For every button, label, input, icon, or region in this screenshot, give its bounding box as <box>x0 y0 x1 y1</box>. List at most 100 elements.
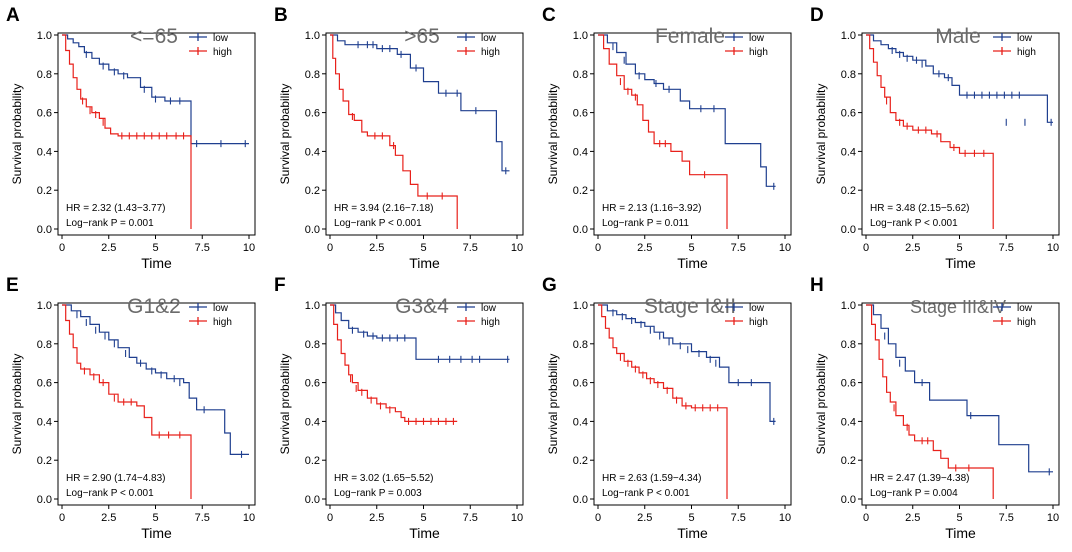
panel-e: 0.0 0.2 0.4 0.6 0.8 1.0 0 2.5 5 7.5 10 Time Survival… <box>6 275 256 541</box>
x-tick-label: 2.5 <box>101 242 116 254</box>
legend-label-high: high <box>481 317 500 328</box>
km-curve-high <box>330 34 458 229</box>
y-axis-label: Survival probability <box>278 84 292 185</box>
panel-c: 0.0 0.2 0.4 0.6 0.8 1.0 0 2.5 5 7.5 10 Time Survival… <box>542 5 792 271</box>
y-axis-label: Survival probability <box>814 84 828 185</box>
y-tick-label: 0.0 <box>573 494 588 506</box>
y-tick-label: 1.0 <box>841 30 856 42</box>
y-axis-label: Survival probability <box>10 354 24 455</box>
panel-letter: B <box>274 5 288 26</box>
x-tick-label: 7.5 <box>195 242 210 254</box>
legend-label-low: low <box>481 303 497 314</box>
panel-letter: H <box>810 275 824 296</box>
y-tick-label: 0.8 <box>573 69 588 81</box>
plot-frame <box>325 32 524 236</box>
x-tick-label: 5 <box>152 512 158 524</box>
km-curve-high <box>598 34 728 229</box>
y-tick-label: 0.8 <box>573 339 588 351</box>
x-tick-label: 5 <box>420 242 426 254</box>
x-tick-label: 2.5 <box>637 512 652 524</box>
km-curve-high <box>866 34 994 229</box>
x-tick-label: 7.5 <box>999 512 1014 524</box>
panel-f: 0.0 0.2 0.4 0.6 0.8 1.0 0 2.5 5 7.5 10 Time Survival… <box>274 275 524 541</box>
panel-b: 0.0 0.2 0.4 0.6 0.8 1.0 0 2.5 5 7.5 10 Time Survival… <box>274 5 524 271</box>
y-tick-label: 0.2 <box>305 455 320 467</box>
legend-label-high: high <box>213 317 232 328</box>
panel-letter: C <box>542 5 556 26</box>
hazard-ratio-text: HR = 2.47 (1.39−4.38) <box>870 473 970 484</box>
x-tick-label: 7.5 <box>731 512 746 524</box>
x-tick-label: 10 <box>243 512 255 524</box>
legend-label-low: low <box>1017 303 1033 314</box>
y-tick-label: 0.0 <box>37 224 52 236</box>
x-tick-label: 2.5 <box>101 512 116 524</box>
panel-letter: G <box>542 275 557 296</box>
x-tick-label: 10 <box>1047 242 1059 254</box>
plot-frame <box>57 302 256 506</box>
x-tick-label: 0 <box>327 512 333 524</box>
x-tick-label: 2.5 <box>369 512 384 524</box>
y-tick-label: 0.0 <box>305 224 320 236</box>
x-tick-label: 10 <box>511 512 523 524</box>
plot-frame <box>861 302 1060 506</box>
y-tick-label: 0.8 <box>37 339 52 351</box>
legend-label-low: low <box>213 303 229 314</box>
km-curve-low <box>330 34 510 172</box>
x-tick-label: 0 <box>595 242 601 254</box>
legend-label-high: high <box>1017 47 1036 58</box>
y-tick-label: 0.2 <box>841 185 856 197</box>
y-tick-label: 0.6 <box>305 108 320 120</box>
km-curve-low <box>598 34 776 187</box>
x-axis-label: Time <box>409 255 440 271</box>
y-tick-label: 0.2 <box>305 185 320 197</box>
panel-subtitle: >65 <box>404 25 440 48</box>
km-curve-low <box>330 304 510 360</box>
y-tick-label: 0.2 <box>841 455 856 467</box>
legend-label-low: low <box>213 33 229 44</box>
y-tick-label: 0.6 <box>37 108 52 120</box>
y-tick-label: 0.4 <box>841 416 856 428</box>
x-tick-label: 10 <box>779 512 791 524</box>
plot-frame <box>593 302 792 506</box>
y-tick-label: 0.8 <box>841 69 856 81</box>
x-tick-label: 5 <box>688 242 694 254</box>
km-curve-low <box>62 304 249 455</box>
y-axis-label: Survival probability <box>10 84 24 185</box>
km-curve-high <box>330 304 458 422</box>
y-axis-label: Survival probability <box>546 84 560 185</box>
y-tick-label: 0.8 <box>37 69 52 81</box>
y-tick-label: 0.2 <box>573 185 588 197</box>
y-tick-label: 0.6 <box>573 378 588 390</box>
y-tick-label: 1.0 <box>37 30 52 42</box>
logrank-p-text: Log−rank P < 0.001 <box>602 488 690 499</box>
x-axis-label: Time <box>945 525 976 541</box>
y-tick-label: 0.6 <box>841 108 856 120</box>
panel-letter: E <box>6 275 19 296</box>
panel-subtitle: Stage III&IV <box>910 297 1006 317</box>
x-tick-label: 2.5 <box>905 512 920 524</box>
panel-letter: D <box>810 5 824 26</box>
x-tick-label: 2.5 <box>369 242 384 254</box>
km-curve-high <box>62 304 192 499</box>
y-tick-label: 0.6 <box>305 378 320 390</box>
hazard-ratio-text: HR = 3.94 (2.16−7.18) <box>334 203 434 214</box>
y-tick-label: 0.6 <box>841 378 856 390</box>
km-curve-low <box>866 34 1053 123</box>
panel-subtitle: Stage I&II <box>644 295 736 318</box>
x-tick-label: 0 <box>59 512 65 524</box>
panel-subtitle: Male <box>935 25 981 48</box>
legend-label-high: high <box>481 47 500 58</box>
legend-label-high: high <box>749 47 768 58</box>
x-tick-label: 2.5 <box>637 242 652 254</box>
y-tick-label: 1.0 <box>841 300 856 312</box>
x-tick-label: 5 <box>956 242 962 254</box>
km-curve-high <box>62 34 192 229</box>
hazard-ratio-text: HR = 3.48 (2.15−5.62) <box>870 203 970 214</box>
y-tick-label: 1.0 <box>573 30 588 42</box>
x-tick-label: 5 <box>152 242 158 254</box>
x-tick-label: 0 <box>863 242 869 254</box>
plot-frame <box>325 302 524 506</box>
legend-label-high: high <box>749 317 768 328</box>
km-curve-low <box>598 304 776 422</box>
km-curve-high <box>866 304 994 499</box>
